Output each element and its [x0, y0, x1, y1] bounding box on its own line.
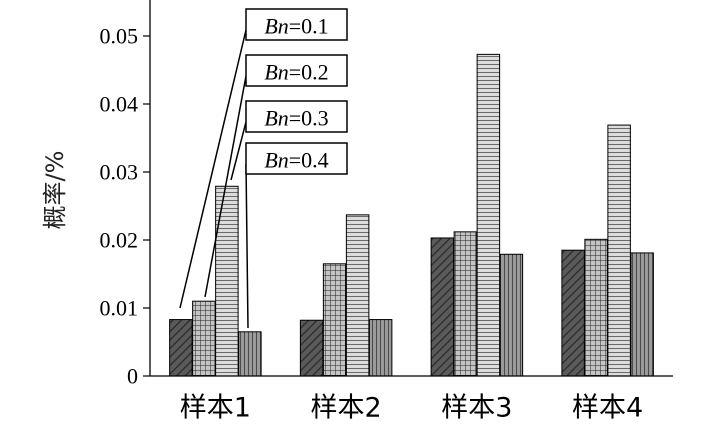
bar-series2-cat3	[453, 231, 478, 377]
bar-series1-cat2	[299, 319, 324, 377]
legend-item: Bn=0.1	[179, 8, 348, 309]
legend-box	[245, 142, 348, 175]
bar-series2-cat1	[192, 300, 216, 377]
x-category-label: 样本2	[311, 393, 382, 424]
bar-series4-cat4	[630, 252, 654, 377]
legend-label: Bn=0.2	[264, 59, 328, 84]
legend: Bn=0.1 Bn=0.2 Bn=0.3 Bn=0.4	[179, 8, 348, 329]
bar-series1-cat1	[169, 319, 193, 377]
y-axis-label: 概率/%	[41, 151, 69, 230]
bar-series4-cat2	[368, 319, 393, 377]
bars	[169, 53, 654, 377]
y-tick-label: 0.03	[100, 160, 139, 185]
x-axis	[149, 0, 673, 377]
legend-item: Bn=0.3	[230, 100, 348, 181]
bar-series4-cat1	[238, 331, 262, 377]
bar-series3-cat4	[607, 124, 631, 377]
legend-leader-line	[230, 121, 247, 181]
x-category-label: 样本3	[441, 393, 512, 424]
bar-series2-cat4	[584, 238, 608, 377]
legend-leader-line	[245, 163, 249, 329]
legend-box	[245, 54, 348, 87]
legend-label: Bn=0.4	[264, 147, 328, 172]
bar-series3-cat1	[215, 185, 239, 377]
category-labels: 样本1 样本2 样本3 样本4	[180, 393, 643, 424]
bar-series1-cat3	[430, 237, 455, 377]
legend-box	[245, 8, 348, 41]
legend-leader-line	[179, 29, 247, 309]
y-tick-label: 0.04	[100, 92, 139, 117]
bar-series3-cat2	[345, 214, 370, 377]
bar-series2-cat2	[322, 263, 347, 377]
legend-label: Bn=0.3	[264, 105, 328, 130]
legend-leader-line	[204, 75, 247, 298]
y-axis-ticks: 0 0.01 0.02 0.03 0.04 0.05	[100, 24, 150, 389]
bar-series3-cat3	[476, 53, 501, 377]
legend-label: Bn=0.1	[264, 13, 328, 38]
legend-item: Bn=0.4	[245, 142, 348, 329]
y-tick-label: 0.01	[100, 296, 139, 321]
y-tick-label: 0.02	[100, 228, 139, 253]
legend-box	[245, 100, 348, 133]
legend-item: Bn=0.2	[204, 54, 348, 298]
y-tick-label: 0	[127, 364, 138, 389]
bar-series4-cat3	[499, 253, 524, 377]
bar-series1-cat4	[561, 249, 585, 377]
y-tick-label: 0.05	[100, 24, 139, 49]
x-category-label: 样本4	[572, 393, 643, 424]
x-category-label: 样本1	[180, 393, 251, 424]
